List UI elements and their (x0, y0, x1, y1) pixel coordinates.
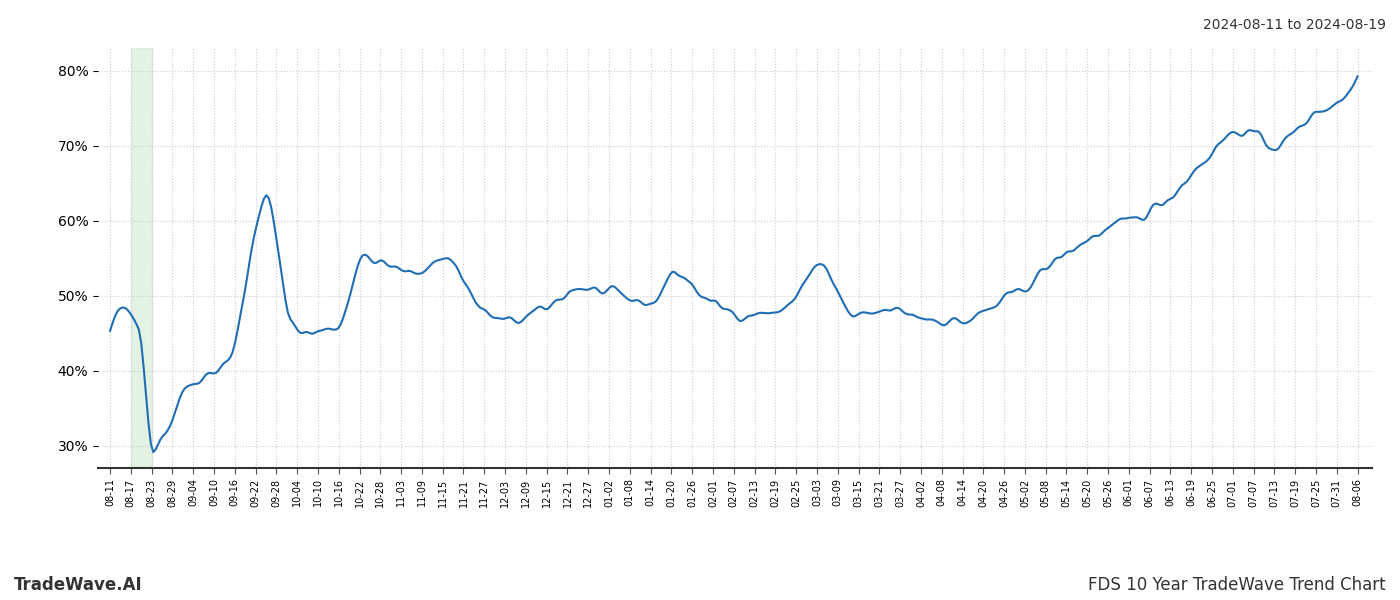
Bar (130, 48, 151, 468)
Text: TradeWave.AI: TradeWave.AI (14, 576, 143, 594)
Text: FDS 10 Year TradeWave Trend Chart: FDS 10 Year TradeWave Trend Chart (1088, 576, 1386, 594)
Text: 2024-08-11 to 2024-08-19: 2024-08-11 to 2024-08-19 (1203, 18, 1386, 32)
